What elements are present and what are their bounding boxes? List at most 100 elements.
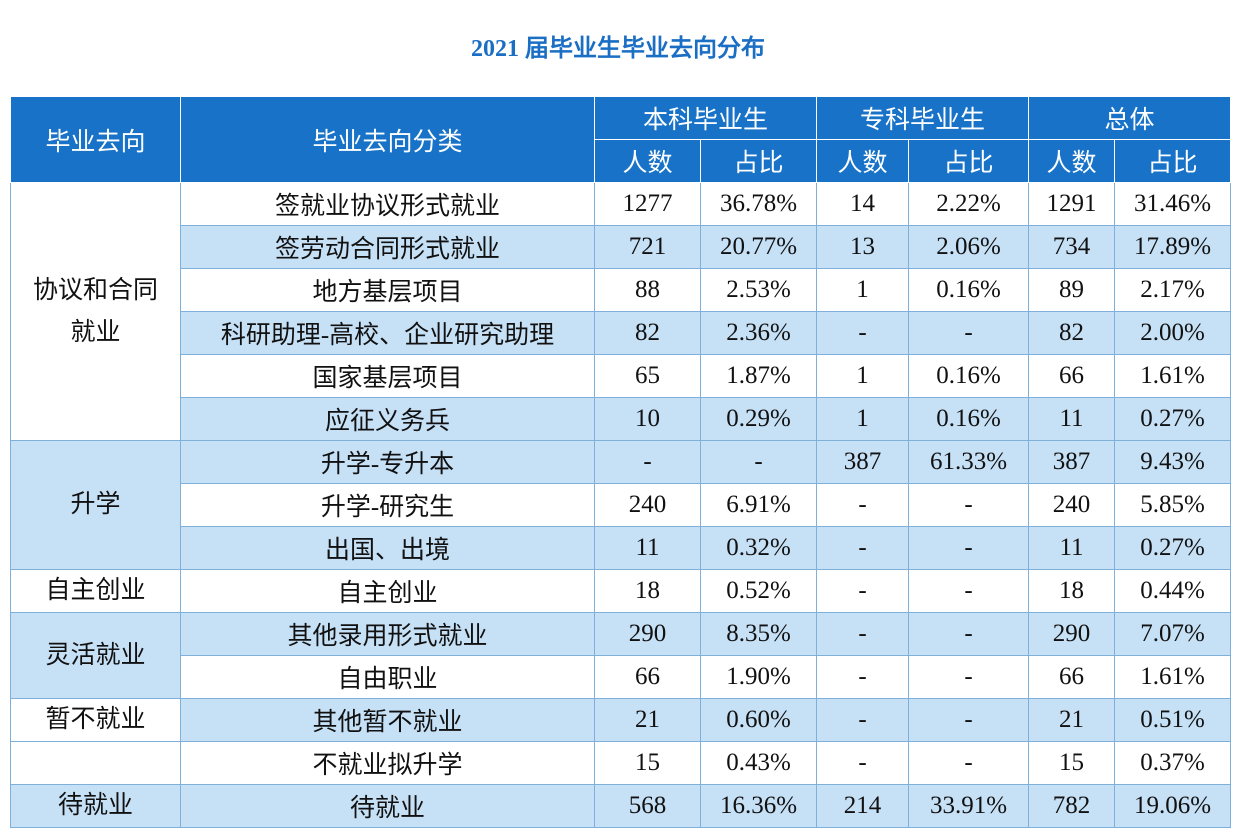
value-cell: - xyxy=(699,440,818,484)
value-cell: 16.36% xyxy=(699,784,818,828)
value-cell: 66 xyxy=(1028,354,1116,398)
category-cell: 科研助理-高校、企业研究助理 xyxy=(180,311,595,355)
group-cell: 待就业 xyxy=(10,784,181,828)
value-cell: 17.89% xyxy=(1114,225,1232,269)
value-cell: 36.78% xyxy=(699,182,818,226)
value-cell: 88 xyxy=(594,268,701,312)
header-cell: 总体 xyxy=(1028,96,1232,140)
value-cell: 15 xyxy=(594,741,701,785)
header-cell: 占比 xyxy=(908,139,1030,183)
table-row: 升学-研究生 240 6.91% - -240 5.85% xyxy=(11,483,1232,527)
value-cell: 8.35% xyxy=(699,612,818,656)
header-cell: 人数 xyxy=(816,139,910,183)
group-cell: 暂不就业 xyxy=(10,698,181,742)
group-cell: 自主创业 xyxy=(10,569,181,613)
group-cell: 协议和合同就业 xyxy=(10,182,181,441)
value-cell: 11 xyxy=(1028,397,1116,441)
value-cell: 1.87% xyxy=(699,354,818,398)
value-cell: 0.60% xyxy=(699,698,818,742)
value-cell: 66 xyxy=(1028,655,1116,699)
category-cell: 其他暂不就业 xyxy=(180,698,595,742)
table-row: 灵活就业 其他录用形式就业 290 8.35% - -290 7.07% xyxy=(10,612,1232,699)
header-cell: 本科毕业生 xyxy=(593,96,818,140)
title: 2021 届毕业生毕业去向分布 xyxy=(471,36,765,62)
value-cell: 1 xyxy=(816,354,910,398)
value-cell: 290 xyxy=(1028,612,1116,656)
value-cell: 15 xyxy=(1028,741,1116,785)
value-cell: - xyxy=(908,311,1030,355)
value-cell: 0.27% xyxy=(1114,397,1232,441)
value-cell: - xyxy=(816,311,910,355)
table-row: 待就业 待就业 568 16.36% 214 33.91% 782 19.06% xyxy=(10,784,1232,828)
value-cell: - xyxy=(908,569,1030,613)
value-cell: - xyxy=(908,741,1030,785)
category-cell: 自由职业 xyxy=(180,655,595,699)
value-cell: 0.16% xyxy=(908,268,1030,312)
table-row: 国家基层项目 65 1.87% 1 0.16% 66 1.61% xyxy=(11,354,1232,398)
table-row: 自主创业 自主创业 18 0.52% - -18 0.44% xyxy=(10,569,1232,613)
group-cell: 升学 xyxy=(10,440,181,570)
value-cell: - xyxy=(908,698,1030,742)
table-row: 科研助理-高校、企业研究助理 82 2.36% - -82 2.00% xyxy=(11,311,1232,355)
header-cell: 人数 xyxy=(594,139,701,183)
value-cell: 1.90% xyxy=(699,655,818,699)
value-cell: - xyxy=(908,483,1030,527)
value-cell: 11 xyxy=(1028,526,1116,570)
value-cell: 240 xyxy=(594,483,701,527)
value-cell: 387 xyxy=(1028,440,1116,484)
header-cell: 占比 xyxy=(699,139,818,183)
header-cell: 专科毕业生 xyxy=(816,96,1030,140)
value-cell: 33.91% xyxy=(908,784,1030,828)
value-cell: 19.06% xyxy=(1114,784,1232,828)
value-cell: - xyxy=(816,526,910,570)
value-cell: 61.33% xyxy=(908,440,1030,484)
table-row: 升学 升学-专升本 - -387 61.33% 387 9.43% xyxy=(10,440,1232,570)
table: 毕业去向 毕业去向分类 本科毕业生 专科毕业生 总体 人数 占比 人数 占比 人数 占比 … xyxy=(10,96,1232,828)
value-cell: - xyxy=(816,569,910,613)
header-cell: 占比 xyxy=(1114,139,1232,183)
value-cell: 10 xyxy=(594,397,701,441)
table-row: 应征义务兵 10 0.29% 1 0.16% 11 0.27% xyxy=(11,397,1232,441)
value-cell: 1291 xyxy=(1028,182,1116,226)
table-row: 协议和合同就业 签就业协议形式就业 1277 36.78% 14 2.22% 1291 31.… xyxy=(10,182,1232,441)
value-cell: 82 xyxy=(594,311,701,355)
category-cell: 不就业拟升学 xyxy=(180,741,595,785)
value-cell: 18 xyxy=(594,569,701,613)
category-cell: 其他录用形式就业 xyxy=(180,612,595,656)
value-cell: 782 xyxy=(1028,784,1116,828)
value-cell: - xyxy=(816,483,910,527)
value-cell: 0.43% xyxy=(699,741,818,785)
group-cell xyxy=(10,741,181,785)
value-cell: 2.53% xyxy=(699,268,818,312)
category-cell: 自主创业 xyxy=(180,569,595,613)
value-cell: 7.07% xyxy=(1114,612,1232,656)
value-cell: - xyxy=(816,741,910,785)
value-cell: 290 xyxy=(594,612,701,656)
table-row: 自由职业 66 1.90% - -66 1.61% xyxy=(11,655,1232,699)
value-cell: 387 xyxy=(816,440,910,484)
value-cell: 1.61% xyxy=(1114,655,1232,699)
value-cell: - xyxy=(594,440,701,484)
table-row: 不就业拟升学 15 0.43% - -15 0.37% xyxy=(10,741,1232,785)
value-cell: 0.44% xyxy=(1114,569,1232,613)
value-cell: 0.27% xyxy=(1114,526,1232,570)
category-cell: 升学-研究生 xyxy=(180,483,595,527)
value-cell: 2.36% xyxy=(699,311,818,355)
table-row: 地方基层项目 88 2.53% 1 0.16% 89 2.17% xyxy=(11,268,1232,312)
value-cell: 21 xyxy=(1028,698,1116,742)
value-cell: 0.37% xyxy=(1114,741,1232,785)
value-cell: 66 xyxy=(594,655,701,699)
value-cell: 0.29% xyxy=(699,397,818,441)
header-cell: 人数 xyxy=(1028,139,1116,183)
value-cell: 568 xyxy=(594,784,701,828)
value-cell: 5.85% xyxy=(1114,483,1232,527)
category-cell: 升学-专升本 xyxy=(180,440,595,484)
value-cell: 31.46% xyxy=(1114,182,1232,226)
category-cell: 出国、出境 xyxy=(180,526,595,570)
value-cell: 21 xyxy=(594,698,701,742)
value-cell: 734 xyxy=(1028,225,1116,269)
header-cell: 毕业去向分类 xyxy=(180,96,595,183)
value-cell: - xyxy=(816,655,910,699)
value-cell: 0.51% xyxy=(1114,698,1232,742)
